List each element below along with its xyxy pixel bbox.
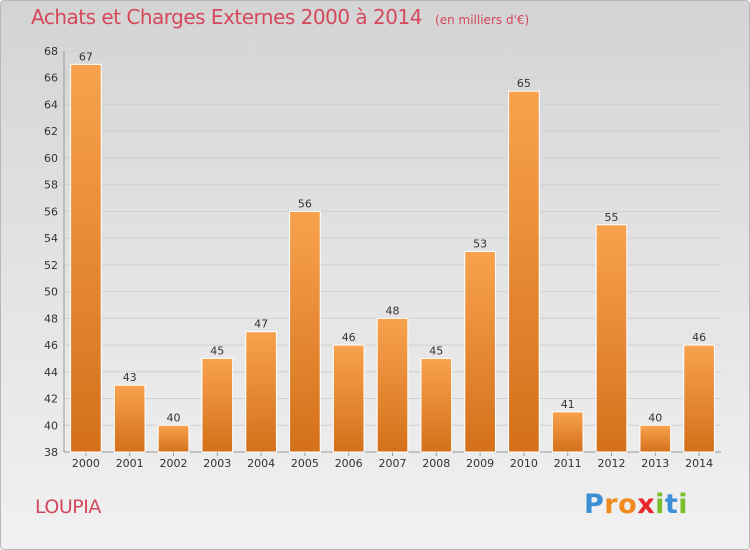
x-tick-label: 2002 [160, 457, 188, 470]
y-tick-label: 42 [44, 393, 58, 406]
y-tick-label: 60 [44, 152, 58, 165]
bar-2000 [70, 63, 102, 453]
logo-letter: o [618, 489, 638, 520]
y-tick-label: 58 [44, 179, 58, 192]
data-label: 56 [298, 197, 312, 210]
y-tick-label: 44 [44, 366, 58, 379]
y-tick-label: 40 [44, 419, 58, 432]
bar-2006 [332, 344, 365, 453]
x-tick-label: 2001 [116, 457, 144, 470]
chart-title-text: Achats et Charges Externes 2000 à 2014 [31, 5, 422, 29]
x-tick-label: 2008 [422, 457, 450, 470]
logo-letter: i [655, 489, 665, 520]
data-label: 41 [561, 398, 575, 411]
logo-letter: r [604, 489, 619, 520]
data-label: 40 [167, 411, 181, 424]
logo-letter: i [678, 489, 689, 520]
chart-title: Achats et Charges Externes 2000 à 2014 (… [31, 5, 529, 29]
bar-2005 [289, 210, 321, 453]
y-tick-label: 46 [44, 339, 58, 352]
x-tick-label: 2007 [379, 457, 407, 470]
bars [70, 63, 715, 453]
data-label: 65 [517, 77, 531, 90]
bar-2009 [464, 251, 496, 453]
bar-2011 [551, 411, 584, 453]
bar-2012 [595, 224, 628, 453]
data-label: 53 [473, 238, 487, 251]
bar-2003 [201, 357, 234, 453]
data-label: 46 [342, 331, 356, 344]
y-tick-label: 64 [44, 98, 58, 111]
y-tick-label: 68 [44, 45, 58, 58]
x-tick-label: 2012 [598, 457, 626, 470]
y-tick-label: 54 [44, 232, 58, 245]
x-tick-label: 2004 [247, 457, 275, 470]
y-tick-label: 56 [44, 205, 58, 218]
data-label: 67 [79, 50, 93, 63]
x-tick-label: 2000 [72, 457, 100, 470]
data-label: 43 [123, 371, 137, 384]
labels: 38 40 42 44 46 48 50 52 54 56 58 60 62 64 66 68 67 2000 43… [44, 45, 713, 470]
logo-letter: x [637, 489, 656, 520]
y-tick-label: 38 [44, 446, 58, 459]
proxiti-logo[interactable]: Proxiti [584, 489, 688, 520]
x-tick-label: 2013 [641, 457, 669, 470]
x-tick-label: 2003 [203, 457, 231, 470]
chart-unit-text: (en milliers d'€) [435, 13, 530, 27]
x-tick-label: 2014 [685, 457, 713, 470]
y-tick-label: 52 [44, 259, 58, 272]
bar-2002 [157, 424, 190, 453]
x-tick-label: 2009 [466, 457, 494, 470]
bar-2010 [508, 90, 540, 453]
y-tick-label: 48 [44, 312, 58, 325]
x-tick-label: 2010 [510, 457, 538, 470]
x-tick-label: 2006 [335, 457, 363, 470]
x-tick-label: 2011 [554, 457, 582, 470]
bar-2001 [113, 384, 146, 453]
data-label: 48 [386, 304, 400, 317]
logo-letter: t [664, 489, 679, 520]
data-label: 45 [429, 344, 443, 357]
data-label: 40 [648, 411, 662, 424]
bar-2013 [639, 424, 672, 453]
y-tick-label: 66 [44, 72, 58, 85]
y-tick-label: 50 [44, 286, 58, 299]
bar-2007 [376, 317, 409, 453]
x-tick-label: 2005 [291, 457, 319, 470]
bar-2014 [683, 344, 715, 453]
data-label: 47 [254, 318, 268, 331]
bar-2008 [420, 357, 453, 453]
data-label: 46 [692, 331, 706, 344]
bar-2004 [245, 331, 277, 453]
data-label: 45 [210, 344, 224, 357]
logo-letter: P [584, 489, 605, 520]
y-tick-label: 62 [44, 125, 58, 138]
data-label: 55 [605, 211, 619, 224]
place-name: LOUPIA [35, 496, 101, 518]
